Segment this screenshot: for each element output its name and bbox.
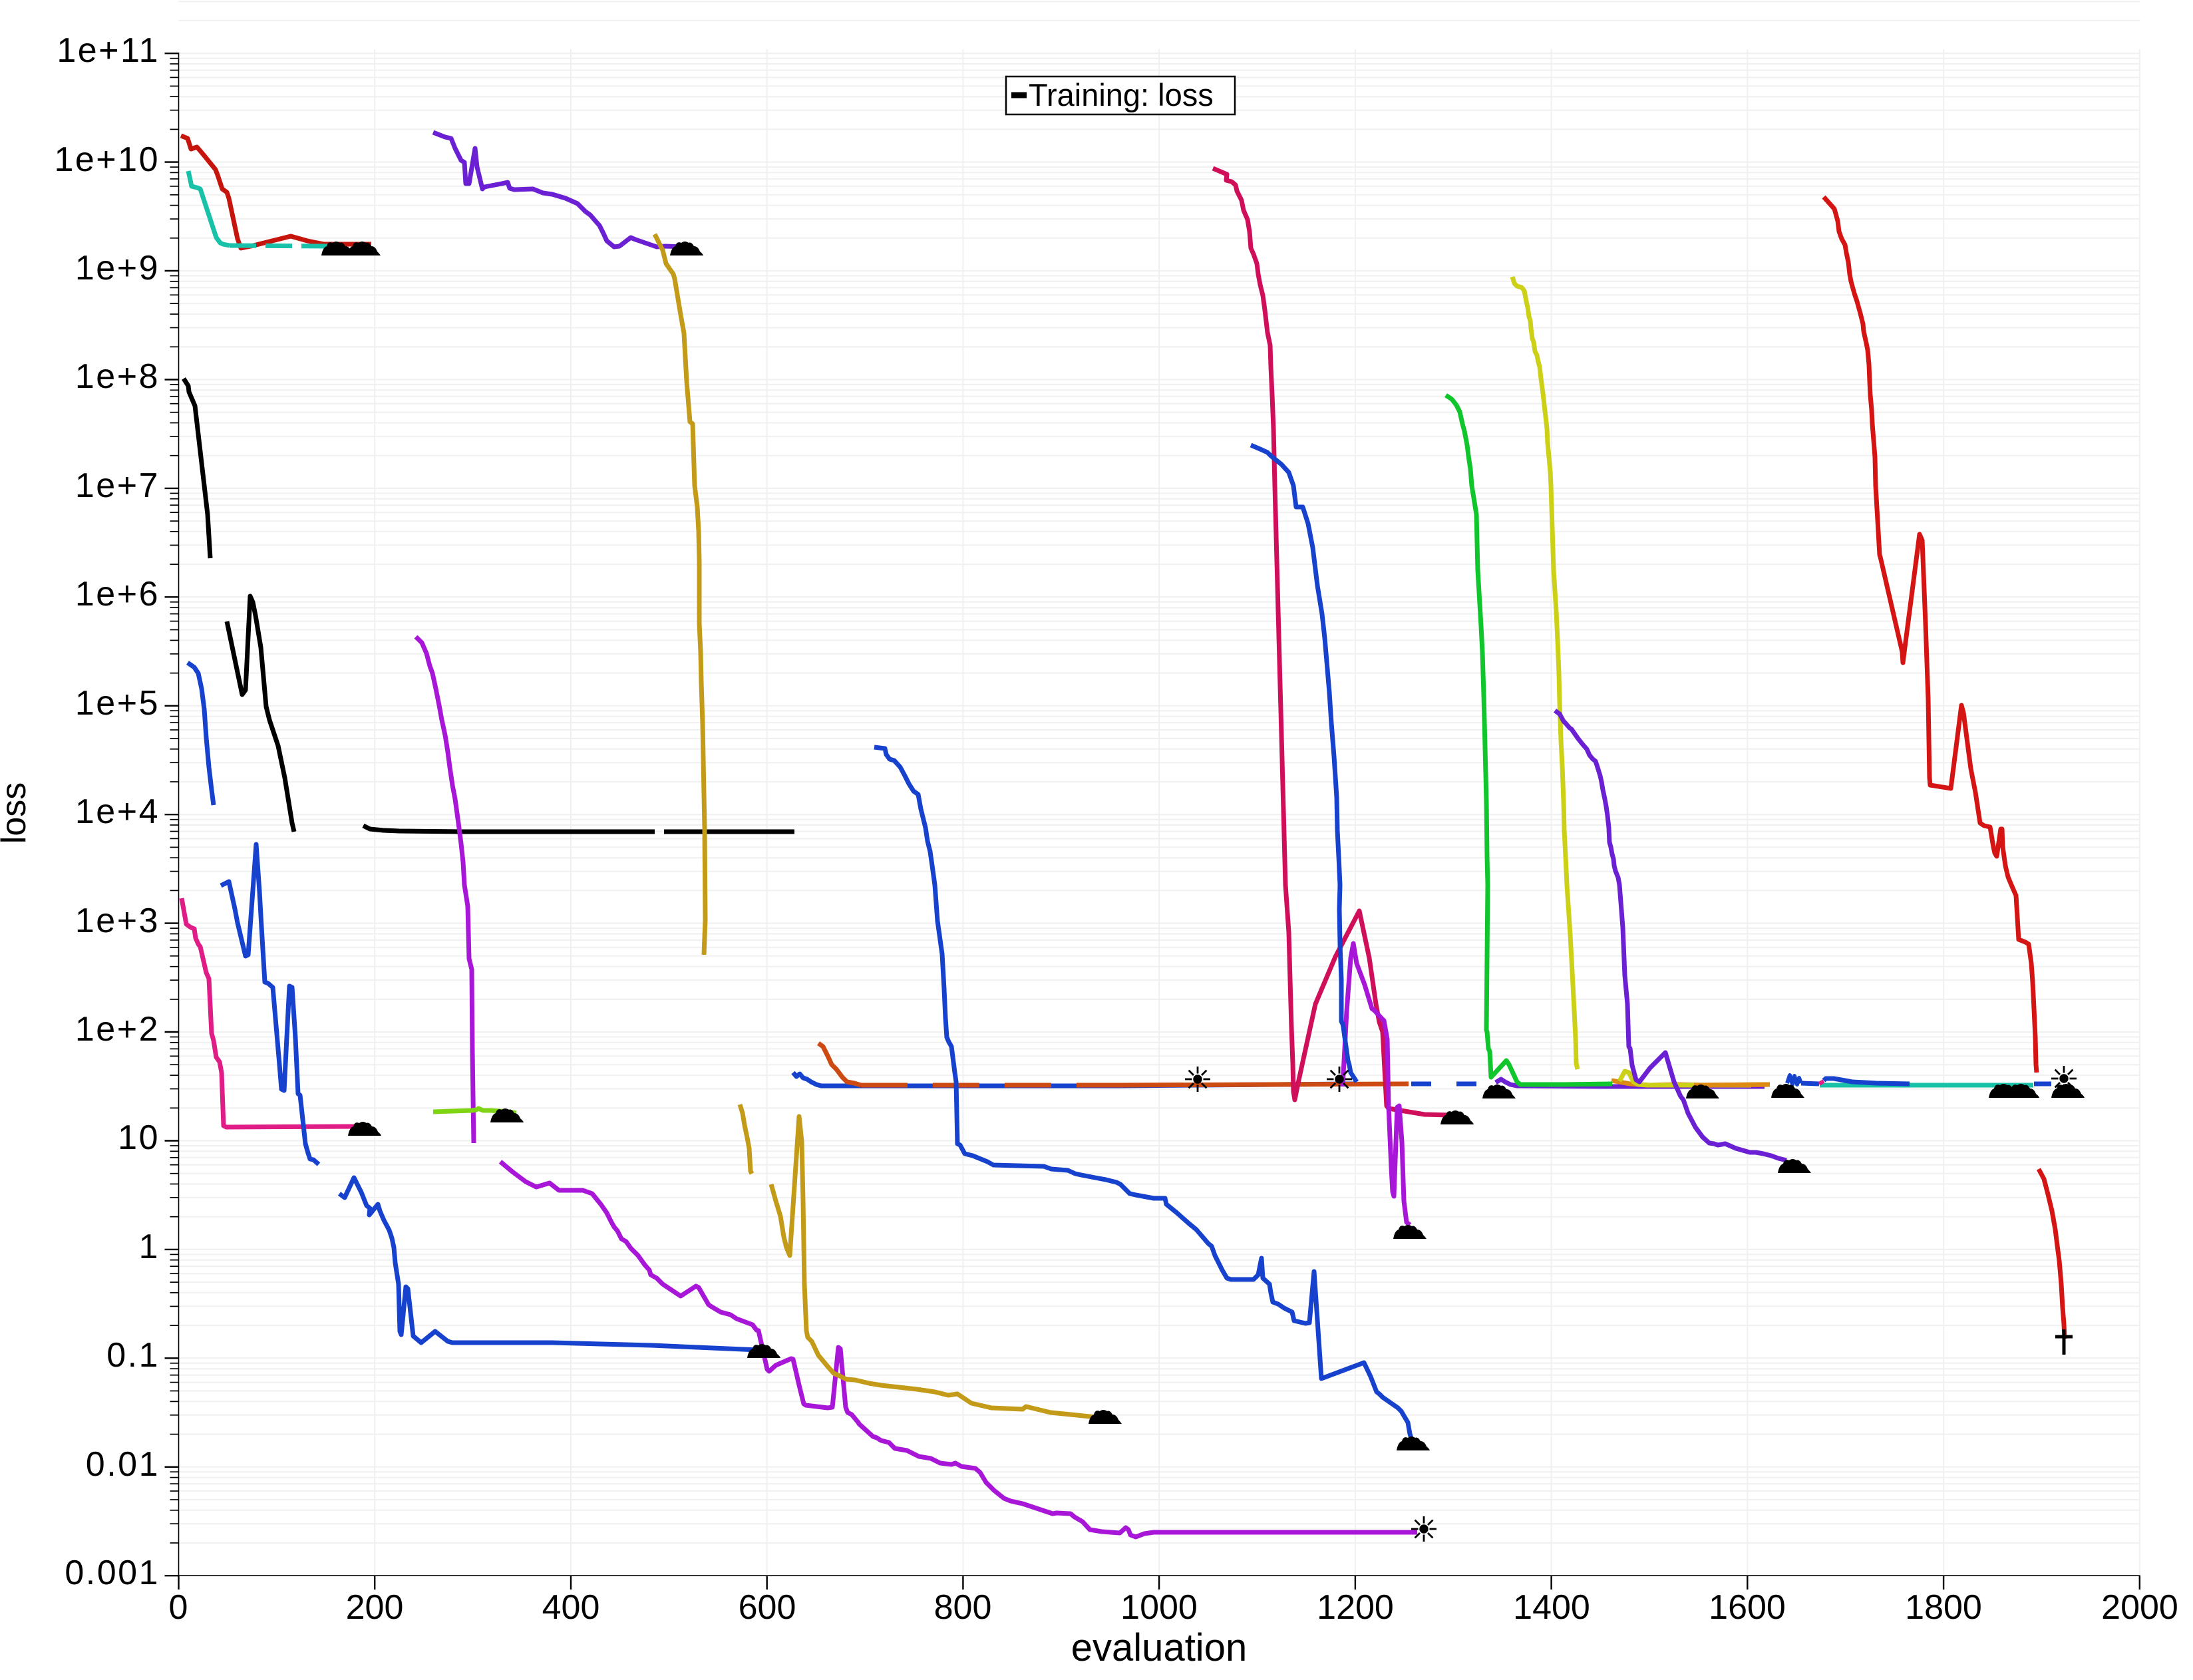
svg-text:1e+11: 1e+11	[57, 31, 160, 70]
svg-text:loss: loss	[0, 782, 33, 844]
svg-text:200: 200	[346, 1588, 404, 1627]
svg-text:0.001: 0.001	[65, 1554, 160, 1592]
svg-text:10: 10	[118, 1118, 160, 1157]
svg-text:1e+7: 1e+7	[75, 466, 160, 505]
svg-text:1e+10: 1e+10	[54, 140, 160, 179]
svg-text:1200: 1200	[1317, 1588, 1394, 1627]
svg-text:0: 0	[169, 1588, 188, 1627]
svg-text:1400: 1400	[1513, 1588, 1590, 1627]
svg-text:1e+5: 1e+5	[75, 684, 160, 723]
svg-text:1e+4: 1e+4	[75, 792, 160, 831]
svg-text:evaluation: evaluation	[1071, 1626, 1247, 1669]
svg-text:1e+3: 1e+3	[75, 902, 160, 940]
svg-text:1: 1	[139, 1228, 160, 1266]
svg-text:0.01: 0.01	[86, 1445, 160, 1484]
svg-text:1e+8: 1e+8	[75, 357, 160, 396]
svg-text:1800: 1800	[1905, 1588, 1982, 1627]
svg-text:1600: 1600	[1709, 1588, 1786, 1627]
svg-text:Training: loss: Training: loss	[1029, 77, 1214, 112]
svg-text:600: 600	[739, 1588, 796, 1627]
svg-text:1e+6: 1e+6	[75, 575, 160, 613]
svg-text:1000: 1000	[1120, 1588, 1198, 1627]
svg-text:2000: 2000	[2101, 1588, 2178, 1627]
svg-text:0.1: 0.1	[106, 1336, 160, 1375]
svg-text:1e+2: 1e+2	[75, 1010, 160, 1049]
svg-text:400: 400	[542, 1588, 600, 1627]
svg-text:800: 800	[934, 1588, 992, 1627]
svg-text:1e+9: 1e+9	[75, 249, 160, 287]
